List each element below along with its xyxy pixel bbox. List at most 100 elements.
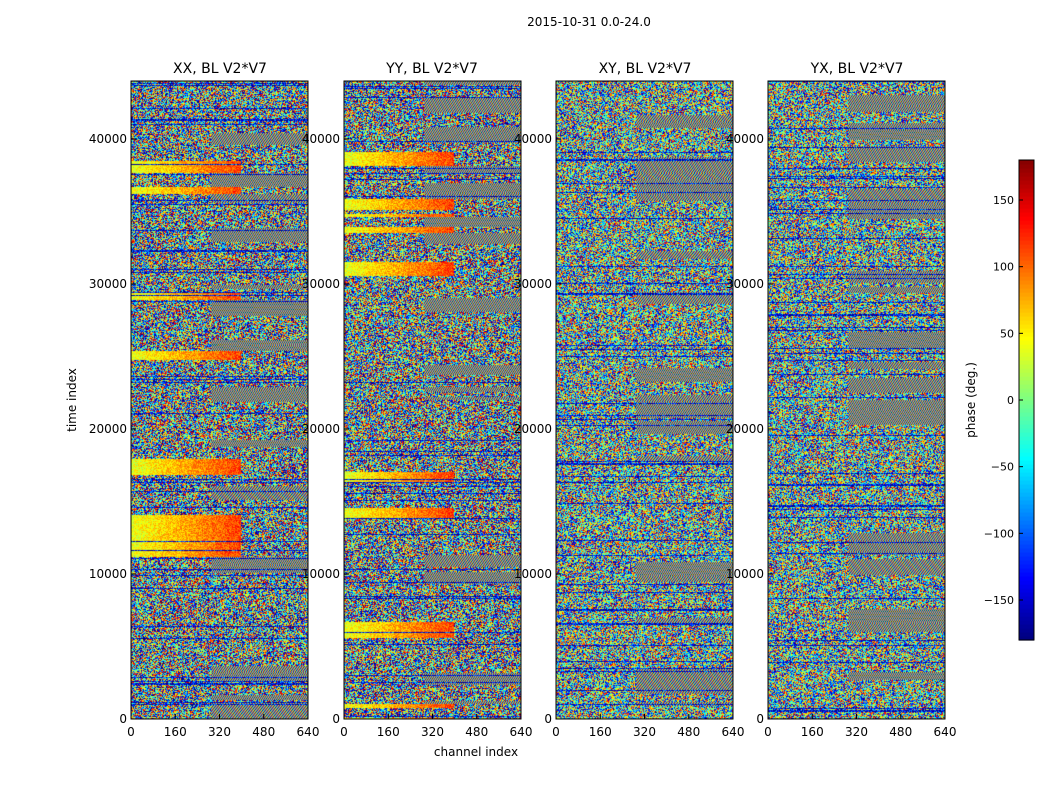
colorbar-segment — [1019, 500, 1034, 505]
colorbar-segment — [1019, 416, 1034, 421]
panel-title-yy: YY, BL V2*V7 — [385, 61, 478, 77]
x-tick-label: 640 — [510, 725, 533, 739]
panel-xx: XX, BL V2*V7 — [173, 61, 267, 77]
colorbar-segment — [1019, 404, 1034, 409]
colorbar-segment — [1019, 612, 1034, 617]
phase-image — [131, 81, 308, 719]
colorbar-segment — [1019, 360, 1034, 365]
y-tick-label: 30000 — [514, 277, 552, 291]
colorbar-segment — [1019, 380, 1034, 385]
colorbar-segment — [1019, 364, 1034, 369]
colorbar-segment — [1019, 184, 1034, 189]
colorbar-segment — [1019, 248, 1034, 253]
y-tick-label: 10000 — [89, 567, 127, 581]
colorbar-segment — [1019, 276, 1034, 281]
colorbar-segment — [1019, 580, 1034, 585]
panel-title-yx: YX, BL V2*V7 — [810, 61, 904, 77]
colorbar-segment — [1019, 392, 1034, 397]
colorbar-segment — [1019, 272, 1034, 277]
colorbar-segment — [1019, 412, 1034, 417]
colorbar-segment — [1019, 628, 1034, 633]
colorbar-tick-label: 0 — [1007, 394, 1014, 407]
colorbar-segment — [1019, 296, 1034, 301]
colorbar-segment — [1019, 512, 1034, 517]
colorbar-segment — [1019, 492, 1034, 497]
colorbar-segment — [1019, 388, 1034, 393]
colorbar-segment — [1019, 348, 1034, 353]
colorbar-segment — [1019, 160, 1034, 165]
colorbar-segment — [1019, 448, 1034, 453]
colorbar-segment — [1019, 488, 1034, 493]
colorbar-segment — [1019, 548, 1034, 553]
x-tick-label: 480 — [677, 725, 700, 739]
x-tick-label: 480 — [465, 725, 488, 739]
colorbar-segment — [1019, 588, 1034, 593]
y-axis-label: time index — [65, 368, 79, 432]
colorbar-segment — [1019, 288, 1034, 293]
colorbar-segment — [1019, 244, 1034, 249]
x-tick-label: 640 — [722, 725, 745, 739]
colorbar-segment — [1019, 576, 1034, 581]
panel-title-xx: XX, BL V2*V7 — [173, 61, 267, 77]
colorbar-segment — [1019, 556, 1034, 561]
colorbar-segment — [1019, 528, 1034, 533]
heatmap-image-4: 0 160 320 480 640 0 10000 20000 30000 40000 — [726, 80, 957, 739]
colorbar-segment — [1019, 424, 1034, 429]
colorbar-segment — [1019, 552, 1034, 557]
y-tick-label: 30000 — [302, 277, 340, 291]
colorbar-segment — [1019, 436, 1034, 441]
y-tick-label: 0 — [119, 712, 127, 726]
colorbar-segment — [1019, 292, 1034, 297]
colorbar-segment — [1019, 592, 1034, 597]
y-tick-label: 0 — [544, 712, 552, 726]
y-tick-label: 20000 — [89, 422, 127, 436]
colorbar-segment — [1019, 284, 1034, 289]
colorbar-segment — [1019, 636, 1034, 641]
y-tick-label: 10000 — [726, 567, 764, 581]
y-tick-label: 10000 — [514, 567, 552, 581]
colorbar-segment — [1019, 400, 1034, 405]
colorbar-segment — [1019, 324, 1034, 329]
colorbar-segment — [1019, 608, 1034, 613]
x-tick-label: 0 — [552, 725, 560, 739]
x-tick-label: 160 — [589, 725, 612, 739]
colorbar-segment — [1019, 200, 1034, 205]
figure-title: 2015-10-31 0.0-24.0 — [527, 15, 651, 29]
colorbar-segment — [1019, 268, 1034, 273]
panel-yy: YY, BL V2*V7 — [385, 61, 478, 77]
y-tick-label: 40000 — [514, 132, 552, 146]
colorbar-segment — [1019, 264, 1034, 269]
colorbar-segment — [1019, 584, 1034, 589]
x-tick-label: 0 — [764, 725, 772, 739]
colorbar-tick-label: −50 — [991, 461, 1014, 474]
colorbar-segment — [1019, 472, 1034, 477]
x-tick-label: 320 — [845, 725, 868, 739]
y-tick-label: 40000 — [89, 132, 127, 146]
colorbar-segment — [1019, 432, 1034, 437]
y-tick-label: 40000 — [302, 132, 340, 146]
x-tick-label: 160 — [164, 725, 187, 739]
colorbar-label: phase (deg.) — [964, 362, 978, 438]
colorbar-segment — [1019, 624, 1034, 629]
y-tick-label: 20000 — [302, 422, 340, 436]
colorbar-segment — [1019, 544, 1034, 549]
colorbar-segment — [1019, 196, 1034, 201]
panel-xy: XY, BL V2*V7 — [599, 61, 692, 77]
x-tick-label: 640 — [934, 725, 957, 739]
colorbar-segment — [1019, 444, 1034, 449]
y-tick-label: 10000 — [302, 567, 340, 581]
colorbar-segment — [1019, 484, 1034, 489]
colorbar-segment — [1019, 396, 1034, 401]
colorbar-segment — [1019, 620, 1034, 625]
colorbar-tick-label: −150 — [984, 594, 1014, 607]
y-tick-label: 0 — [332, 712, 340, 726]
colorbar-segment — [1019, 520, 1034, 525]
y-tick-label: 0 — [756, 712, 764, 726]
colorbar-segment — [1019, 408, 1034, 413]
colorbar-segment — [1019, 504, 1034, 509]
colorbar-segment — [1019, 172, 1034, 177]
colorbar-segment — [1019, 332, 1034, 337]
colorbar-segment — [1019, 240, 1034, 245]
y-tick-label: 30000 — [726, 277, 764, 291]
